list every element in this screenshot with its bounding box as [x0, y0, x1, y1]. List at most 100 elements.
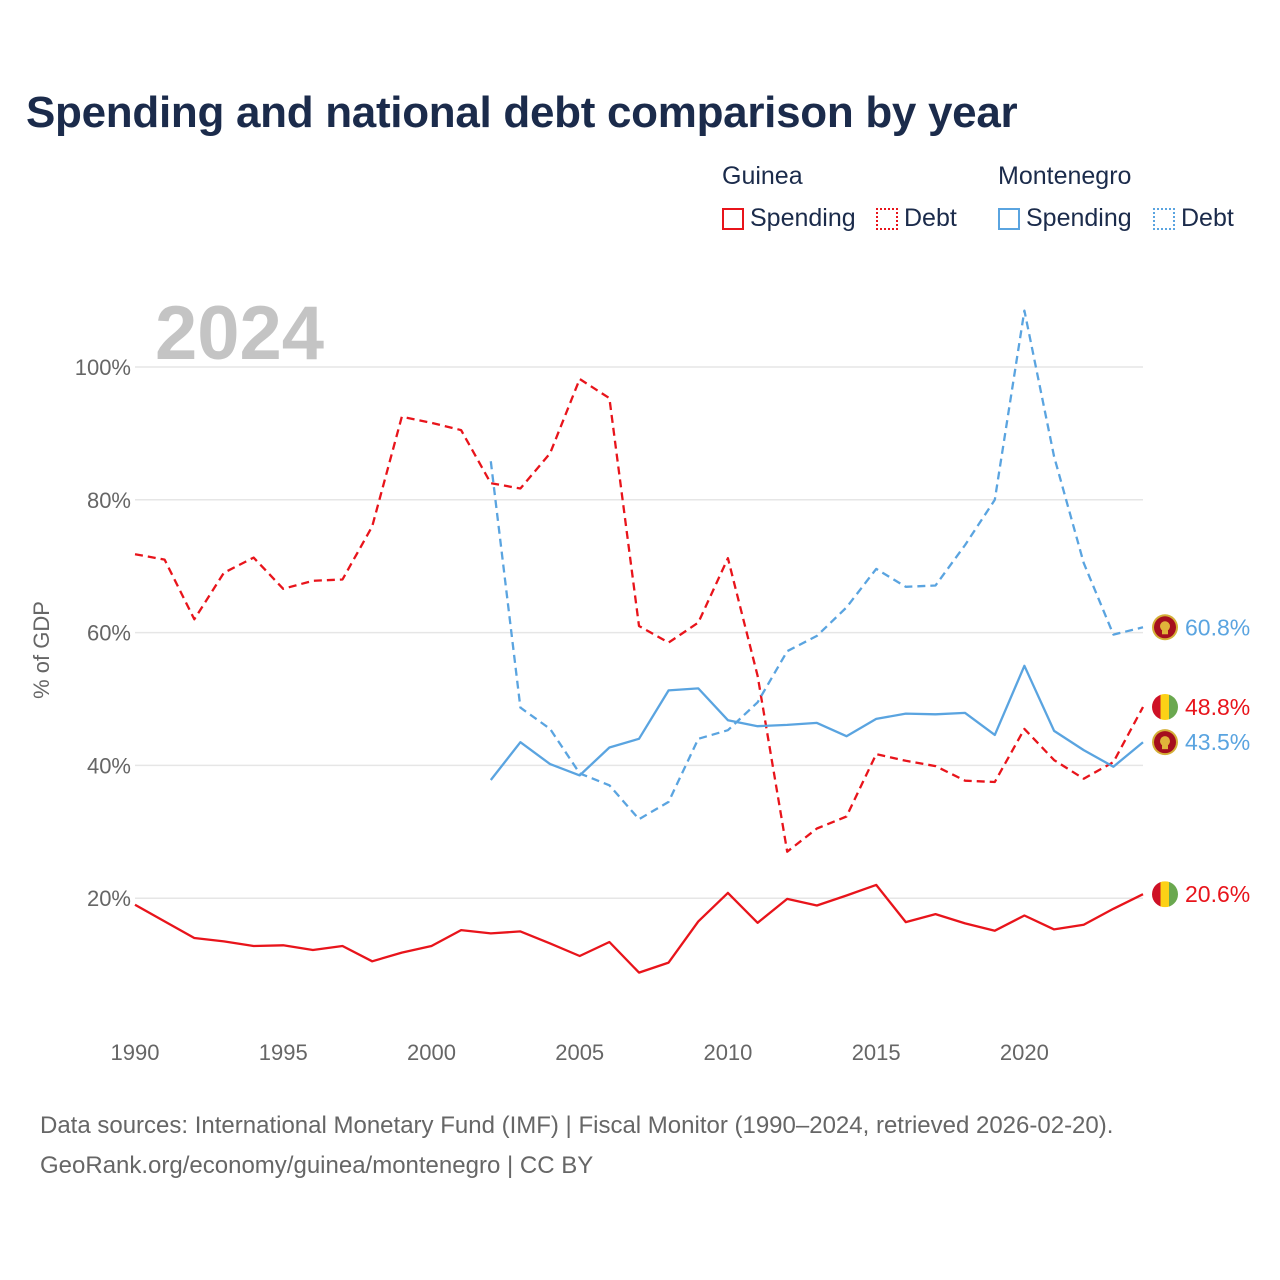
data-point-guinea-debt[interactable] [755, 673, 761, 679]
data-point-guinea-debt[interactable] [1081, 776, 1087, 782]
data-point-guinea-debt[interactable] [399, 414, 405, 420]
series-line-guinea-debt[interactable] [134, 377, 1145, 853]
data-point-guinea-debt[interactable] [666, 640, 672, 646]
data-point-guinea-spending[interactable] [577, 953, 583, 959]
data-point-guinea-spending[interactable] [814, 903, 820, 909]
data-point-montenegro-debt[interactable] [873, 566, 879, 572]
data-point-montenegro-debt[interactable] [962, 542, 968, 548]
data-point-montenegro-debt[interactable] [1021, 308, 1027, 314]
data-point-guinea-spending[interactable] [547, 940, 553, 946]
legend-montenegro-debt[interactable]: Debt [1153, 204, 1234, 233]
data-point-montenegro-spending[interactable] [784, 722, 790, 728]
data-point-guinea-spending[interactable] [132, 902, 138, 908]
source-line-2[interactable]: GeoRank.org/economy/guinea/montenegro | … [40, 1152, 594, 1179]
data-point-guinea-debt[interactable] [458, 427, 464, 433]
data-point-guinea-spending[interactable] [221, 938, 227, 944]
data-point-montenegro-debt[interactable] [725, 727, 731, 733]
data-point-guinea-debt[interactable] [191, 616, 197, 622]
data-point-montenegro-debt[interactable] [695, 736, 701, 742]
data-point-guinea-debt[interactable] [132, 551, 138, 557]
data-point-montenegro-debt[interactable] [992, 497, 998, 503]
data-point-guinea-debt[interactable] [873, 751, 879, 757]
data-point-guinea-spending[interactable] [369, 958, 375, 964]
data-point-montenegro-spending[interactable] [606, 744, 612, 750]
data-point-guinea-spending[interactable] [695, 918, 701, 924]
data-point-montenegro-debt[interactable] [666, 799, 672, 805]
data-point-guinea-spending[interactable] [1110, 906, 1116, 912]
data-point-montenegro-spending[interactable] [962, 710, 968, 716]
data-point-guinea-debt[interactable] [725, 555, 731, 561]
data-point-guinea-debt[interactable] [992, 779, 998, 785]
data-point-montenegro-debt[interactable] [1051, 454, 1057, 460]
data-point-guinea-spending[interactable] [399, 950, 405, 956]
data-point-guinea-debt[interactable] [162, 557, 168, 563]
data-point-guinea-debt[interactable] [310, 578, 316, 584]
data-point-guinea-debt[interactable] [221, 570, 227, 576]
data-point-montenegro-spending[interactable] [547, 761, 553, 767]
data-point-montenegro-spending[interactable] [666, 687, 672, 693]
data-point-montenegro-spending[interactable] [636, 736, 642, 742]
data-point-guinea-debt[interactable] [1140, 704, 1146, 710]
data-point-guinea-debt[interactable] [606, 395, 612, 401]
data-point-guinea-debt[interactable] [695, 620, 701, 626]
data-point-guinea-debt[interactable] [428, 420, 434, 426]
data-point-montenegro-spending[interactable] [725, 717, 731, 723]
data-point-guinea-spending[interactable] [428, 943, 434, 949]
data-point-montenegro-spending[interactable] [1051, 728, 1057, 734]
series-line-montenegro-debt[interactable] [489, 309, 1144, 821]
data-point-guinea-spending[interactable] [962, 920, 968, 926]
data-point-guinea-debt[interactable] [369, 523, 375, 529]
data-point-guinea-spending[interactable] [310, 947, 316, 953]
data-point-guinea-debt[interactable] [280, 586, 286, 592]
data-point-montenegro-debt[interactable] [903, 584, 909, 590]
data-point-guinea-spending[interactable] [1021, 912, 1027, 918]
series-line-guinea-spending[interactable] [134, 883, 1144, 974]
data-point-guinea-spending[interactable] [784, 896, 790, 902]
legend-guinea-spending[interactable]: Spending [722, 204, 856, 233]
data-point-montenegro-spending[interactable] [695, 685, 701, 691]
data-point-guinea-debt[interactable] [1051, 757, 1057, 763]
data-point-montenegro-debt[interactable] [932, 582, 938, 588]
data-point-guinea-spending[interactable] [725, 890, 731, 896]
data-point-guinea-spending[interactable] [932, 911, 938, 917]
legend-montenegro-spending[interactable]: Spending [998, 204, 1132, 233]
data-point-montenegro-debt[interactable] [517, 705, 523, 711]
data-point-montenegro-spending[interactable] [873, 716, 879, 722]
data-point-guinea-debt[interactable] [844, 814, 850, 820]
data-point-montenegro-spending[interactable] [844, 733, 850, 739]
data-point-guinea-spending[interactable] [1081, 922, 1087, 928]
data-point-montenegro-spending[interactable] [755, 723, 761, 729]
data-point-montenegro-spending[interactable] [488, 777, 494, 783]
data-point-guinea-debt[interactable] [784, 849, 790, 855]
data-point-guinea-spending[interactable] [1140, 891, 1146, 897]
data-point-montenegro-spending[interactable] [814, 720, 820, 726]
data-point-montenegro-debt[interactable] [1081, 560, 1087, 566]
data-point-montenegro-spending[interactable] [1081, 747, 1087, 753]
data-point-montenegro-debt[interactable] [1110, 632, 1116, 638]
data-point-guinea-debt[interactable] [517, 486, 523, 492]
data-point-guinea-debt[interactable] [932, 763, 938, 769]
series-line-montenegro-spending[interactable] [489, 664, 1144, 781]
data-point-guinea-debt[interactable] [962, 778, 968, 784]
data-point-montenegro-debt[interactable] [844, 604, 850, 610]
data-point-montenegro-spending[interactable] [517, 739, 523, 745]
data-point-guinea-debt[interactable] [903, 758, 909, 764]
data-point-montenegro-debt[interactable] [755, 699, 761, 705]
data-point-guinea-spending[interactable] [280, 942, 286, 948]
data-point-guinea-spending[interactable] [755, 920, 761, 926]
data-point-guinea-spending[interactable] [606, 939, 612, 945]
data-point-guinea-debt[interactable] [547, 450, 553, 456]
data-point-montenegro-debt[interactable] [488, 458, 494, 464]
data-point-montenegro-spending[interactable] [577, 772, 583, 778]
data-point-guinea-spending[interactable] [992, 928, 998, 934]
data-point-guinea-spending[interactable] [458, 927, 464, 933]
data-point-guinea-debt[interactable] [1021, 726, 1027, 732]
data-point-guinea-debt[interactable] [636, 623, 642, 629]
data-point-montenegro-debt[interactable] [784, 648, 790, 654]
data-point-guinea-spending[interactable] [162, 918, 168, 924]
data-point-guinea-spending[interactable] [1051, 926, 1057, 932]
data-point-montenegro-debt[interactable] [606, 782, 612, 788]
data-point-guinea-debt[interactable] [577, 376, 583, 382]
data-point-guinea-spending[interactable] [636, 970, 642, 976]
data-point-montenegro-debt[interactable] [547, 726, 553, 732]
